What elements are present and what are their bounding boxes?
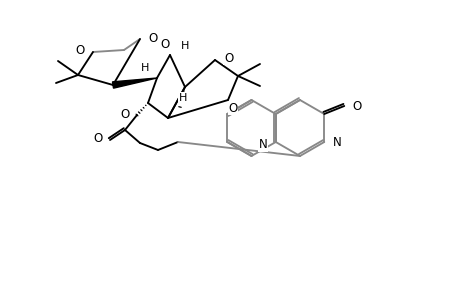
Text: O: O [352,100,361,112]
Text: O: O [224,52,233,64]
Text: O: O [120,107,130,121]
Text: O: O [148,32,157,44]
Text: N: N [258,139,267,152]
Text: O: O [94,133,103,146]
Text: O: O [160,38,169,52]
Text: O: O [228,101,237,115]
Text: H: H [140,63,149,73]
Text: H: H [180,41,189,51]
Text: H: H [179,93,187,103]
Polygon shape [112,78,157,88]
Text: N: N [332,136,341,148]
Text: O: O [76,44,85,58]
